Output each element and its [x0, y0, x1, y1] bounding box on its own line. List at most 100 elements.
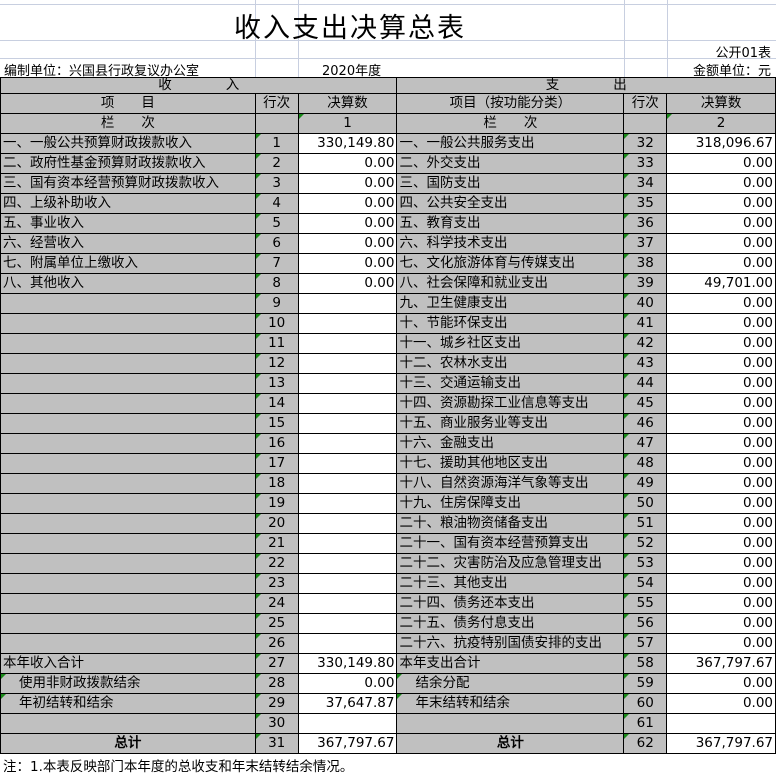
income-amount[interactable] [297, 433, 398, 454]
income-item[interactable] [0, 453, 256, 474]
expense-item[interactable]: 十一、城乡社区支出 [396, 333, 625, 354]
expense-item[interactable]: 十二、农林水支出 [396, 353, 625, 374]
expense-amount[interactable]: 367,797.67 [666, 733, 776, 754]
income-amount[interactable] [297, 473, 398, 494]
income-item[interactable]: 五、事业收入 [0, 213, 256, 234]
expense-row-number[interactable]: 62 [623, 733, 668, 754]
income-amount[interactable]: 330,149.80 [297, 133, 398, 154]
expense-row-number[interactable]: 58 [623, 653, 668, 674]
expense-row-number[interactable]: 32 [623, 133, 668, 154]
income-amount[interactable]: 0.00 [297, 233, 398, 254]
expense-row-number[interactable]: 41 [623, 313, 668, 334]
expense-item[interactable]: 三、国防支出 [396, 173, 625, 194]
income-amount[interactable] [297, 293, 398, 314]
income-row-number[interactable]: 5 [254, 213, 299, 234]
income-item[interactable] [0, 713, 256, 734]
income-item[interactable] [0, 573, 256, 594]
expense-row-number[interactable]: 34 [623, 173, 668, 194]
income-item[interactable] [0, 413, 256, 434]
expense-amount[interactable]: 0.00 [666, 513, 776, 534]
expense-row-number[interactable]: 43 [623, 353, 668, 374]
income-row-number[interactable]: 27 [254, 653, 299, 674]
income-item[interactable] [0, 393, 256, 414]
income-item[interactable] [0, 313, 256, 334]
expense-item[interactable]: 十、节能环保支出 [396, 313, 625, 334]
expense-row-number[interactable]: 39 [623, 273, 668, 294]
expense-row-number[interactable]: 52 [623, 533, 668, 554]
expense-row-number[interactable]: 37 [623, 233, 668, 254]
expense-item[interactable]: 十九、住房保障支出 [396, 493, 625, 514]
income-row-number[interactable]: 31 [254, 733, 299, 754]
expense-amount[interactable]: 0.00 [666, 173, 776, 194]
income-amount[interactable] [297, 593, 398, 614]
income-row-number[interactable]: 13 [254, 373, 299, 394]
income-row-number[interactable]: 23 [254, 573, 299, 594]
expense-amount[interactable]: 0.00 [666, 353, 776, 374]
expense-item[interactable]: 一、一般公共服务支出 [396, 133, 625, 154]
income-row-number[interactable]: 19 [254, 493, 299, 514]
expense-amount[interactable]: 0.00 [666, 333, 776, 354]
expense-row-number[interactable]: 45 [623, 393, 668, 414]
expense-item[interactable]: 二十五、债务付息支出 [396, 613, 625, 634]
income-amount[interactable] [297, 713, 398, 734]
expense-item[interactable]: 四、公共安全支出 [396, 193, 625, 214]
expense-amount[interactable]: 0.00 [666, 693, 776, 714]
expense-item[interactable]: 结余分配 [396, 673, 625, 694]
expense-row-number[interactable]: 38 [623, 253, 668, 274]
income-amount[interactable]: 367,797.67 [297, 733, 398, 754]
income-item[interactable] [0, 333, 256, 354]
income-row-number[interactable]: 16 [254, 433, 299, 454]
expense-row-number[interactable]: 35 [623, 193, 668, 214]
income-amount[interactable] [297, 393, 398, 414]
income-row-number[interactable]: 20 [254, 513, 299, 534]
expense-amount[interactable]: 0.00 [666, 473, 776, 494]
expense-item[interactable]: 二十六、抗疫特别国债安排的支出 [396, 633, 625, 654]
expense-item[interactable]: 十六、金融支出 [396, 433, 625, 454]
expense-row-number[interactable]: 49 [623, 473, 668, 494]
income-item[interactable]: 八、其他收入 [0, 273, 256, 294]
expense-row-number[interactable]: 60 [623, 693, 668, 714]
expense-amount[interactable]: 367,797.67 [666, 653, 776, 674]
expense-item[interactable]: 九、卫生健康支出 [396, 293, 625, 314]
income-item[interactable] [0, 493, 256, 514]
expense-item[interactable]: 二、外交支出 [396, 153, 625, 174]
expense-item[interactable]: 十三、交通运输支出 [396, 373, 625, 394]
expense-row-number[interactable]: 42 [623, 333, 668, 354]
expense-amount[interactable]: 0.00 [666, 633, 776, 654]
expense-amount[interactable] [666, 713, 776, 734]
expense-row-number[interactable]: 36 [623, 213, 668, 234]
expense-item[interactable]: 六、科学技术支出 [396, 233, 625, 254]
expense-amount[interactable]: 0.00 [666, 213, 776, 234]
income-item[interactable] [0, 373, 256, 394]
expense-item[interactable]: 二十、粮油物资储备支出 [396, 513, 625, 534]
expense-row-number[interactable]: 59 [623, 673, 668, 694]
income-row-number[interactable]: 7 [254, 253, 299, 274]
expense-amount[interactable]: 0.00 [666, 313, 776, 334]
expense-item[interactable]: 二十二、灾害防治及应急管理支出 [396, 553, 625, 574]
income-row-number[interactable]: 28 [254, 673, 299, 694]
expense-row-number[interactable]: 40 [623, 293, 668, 314]
income-item[interactable]: 使用非财政拨款结余 [0, 673, 256, 694]
expense-item[interactable]: 八、社会保障和就业支出 [396, 273, 625, 294]
income-amount[interactable] [297, 493, 398, 514]
income-amount[interactable]: 37,647.87 [297, 693, 398, 714]
income-row-number[interactable]: 24 [254, 593, 299, 614]
income-item[interactable] [0, 593, 256, 614]
income-amount[interactable] [297, 453, 398, 474]
income-item[interactable] [0, 633, 256, 654]
income-row-number[interactable]: 30 [254, 713, 299, 734]
income-amount[interactable]: 0.00 [297, 213, 398, 234]
expense-row-number[interactable]: 46 [623, 413, 668, 434]
income-row-number[interactable]: 8 [254, 273, 299, 294]
income-item[interactable]: 一、一般公共预算财政拨款收入 [0, 133, 256, 154]
income-row-number[interactable]: 29 [254, 693, 299, 714]
expense-item[interactable]: 五、教育支出 [396, 213, 625, 234]
expense-row-number[interactable]: 53 [623, 553, 668, 574]
income-row-number[interactable]: 26 [254, 633, 299, 654]
income-row-number[interactable]: 14 [254, 393, 299, 414]
expense-row-number[interactable]: 33 [623, 153, 668, 174]
income-item[interactable] [0, 353, 256, 374]
income-amount[interactable]: 0.00 [297, 153, 398, 174]
income-item[interactable] [0, 293, 256, 314]
income-amount[interactable]: 0.00 [297, 253, 398, 274]
